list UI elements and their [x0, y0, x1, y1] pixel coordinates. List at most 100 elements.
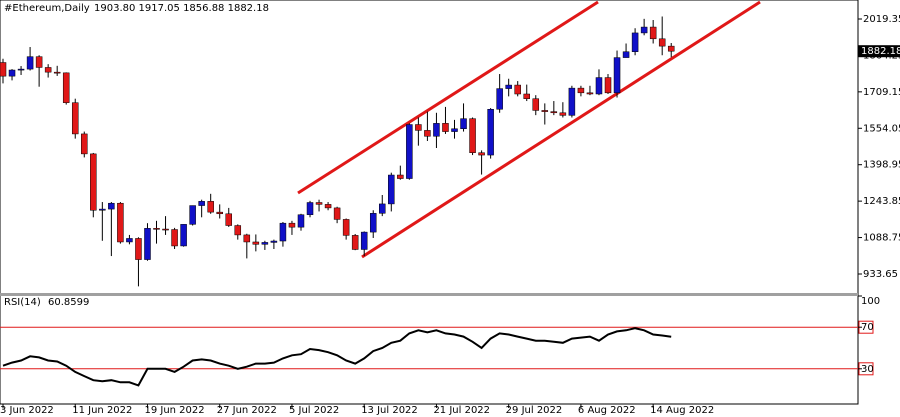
- candle-body: [523, 93, 530, 99]
- candle-body: [162, 228, 169, 231]
- candle-body: [306, 202, 314, 215]
- x-tick-label: 21 Jul 2022: [433, 405, 490, 416]
- candle-body: [44, 67, 52, 73]
- rsi-value: 60.8599: [48, 297, 89, 308]
- candle-body: [279, 222, 287, 242]
- candle-body: [189, 205, 196, 225]
- candle-body: [442, 123, 449, 132]
- candle-body: [216, 211, 223, 215]
- candle-body: [324, 204, 332, 209]
- y-tick-label: 30: [861, 364, 874, 375]
- panel-separator: [0, 293, 858, 296]
- candle-body: [26, 56, 34, 70]
- candle-body: [369, 213, 377, 233]
- y-tick-label: 2019.35: [863, 14, 900, 25]
- candle-body: [406, 124, 413, 179]
- x-tick-label: 3 Jun 2022: [0, 405, 54, 416]
- candle-body: [126, 238, 133, 243]
- candle-body: [460, 118, 467, 130]
- candle-body: [532, 98, 540, 111]
- candle-body: [207, 201, 214, 213]
- rsi-name: RSI(14): [4, 297, 41, 308]
- plot-frame: [0, 0, 859, 405]
- candle-body: [53, 71, 61, 74]
- x-tick-label: 27 Jun 2022: [217, 405, 277, 416]
- y-tick-label: 1243.85: [863, 196, 900, 207]
- candle-body: [153, 228, 160, 230]
- candle-body: [469, 118, 476, 153]
- candle-body: [288, 222, 296, 228]
- y-tick-label: 1088.75: [863, 233, 900, 244]
- x-tick-label: 6 Aug 2022: [578, 405, 636, 416]
- candle-body: [315, 202, 323, 205]
- x-tick-label: 19 Jun 2022: [144, 405, 204, 416]
- candle-body: [81, 133, 88, 155]
- x-tick-label: 13 Jul 2022: [361, 405, 418, 416]
- candle-body: [415, 124, 422, 131]
- rsi-line: [2, 327, 672, 387]
- candle-body: [297, 214, 305, 228]
- x-tick-label: 29 Jul 2022: [506, 405, 563, 416]
- x-tick-label: 5 Jul 2022: [289, 405, 339, 416]
- price-label-box: [858, 45, 900, 58]
- y-tick-label: 70: [861, 322, 874, 333]
- x-tick-label: 14 Aug 2022: [650, 405, 714, 416]
- candle-body: [424, 130, 431, 137]
- candle-body: [514, 84, 521, 95]
- y-tick-label: 1554.05: [863, 123, 900, 134]
- candle-body: [541, 110, 549, 112]
- candle-body: [559, 112, 567, 116]
- candle-body: [667, 45, 675, 52]
- candle-body: [496, 88, 503, 110]
- candle-body: [144, 228, 151, 260]
- candle-body: [342, 219, 350, 236]
- candle-body: [595, 77, 603, 95]
- candle-body: [397, 174, 404, 179]
- candle-body: [234, 225, 242, 236]
- y-tick-label: 1398.95: [863, 160, 900, 171]
- candle-body: [487, 109, 494, 156]
- candle-body: [8, 69, 16, 77]
- candle-body: [586, 92, 594, 95]
- candle-body: [478, 152, 485, 156]
- candle-body: [568, 87, 576, 116]
- candle-body: [640, 26, 648, 34]
- y-tick-label: 933.65: [863, 269, 898, 280]
- candle-body: [577, 87, 585, 94]
- candle-body: [622, 51, 630, 58]
- price-label: 1882.18: [861, 46, 900, 57]
- ohlc-label: 1903.80 1917.05 1856.88 1882.18: [94, 3, 269, 14]
- candle-body: [333, 207, 341, 220]
- candle-body: [550, 111, 558, 114]
- x-tick-label: 11 Jun 2022: [72, 405, 132, 416]
- symbol-label: #Ethereum,Daily: [4, 3, 90, 14]
- candle-body: [261, 242, 269, 245]
- candle-body: [180, 224, 187, 247]
- channel-lower: [361, 0, 761, 259]
- candle-body: [62, 72, 70, 103]
- candle-body: [0, 62, 7, 77]
- candle-body: [17, 68, 25, 71]
- candle-body: [649, 26, 657, 40]
- candle-body: [171, 229, 178, 247]
- candle-body: [198, 201, 205, 206]
- candle-body: [379, 203, 386, 214]
- candle-body: [135, 238, 142, 260]
- candle-body: [252, 241, 260, 245]
- candle-body: [631, 32, 639, 52]
- candle-body: [613, 57, 621, 94]
- candle-body: [505, 84, 512, 89]
- candle-body: [351, 235, 359, 250]
- candle-body: [658, 38, 666, 47]
- candle-body: [433, 123, 440, 137]
- candle-body: [99, 208, 106, 211]
- candle-body: [71, 102, 79, 135]
- candle-body: [604, 77, 612, 94]
- candle-body: [243, 234, 251, 243]
- candle-body: [360, 231, 368, 250]
- candle-body: [270, 240, 278, 243]
- candle-body: [117, 202, 124, 243]
- candle-body: [35, 56, 43, 68]
- y-tick-label: 1709.15: [863, 87, 900, 98]
- candle-body: [388, 174, 395, 205]
